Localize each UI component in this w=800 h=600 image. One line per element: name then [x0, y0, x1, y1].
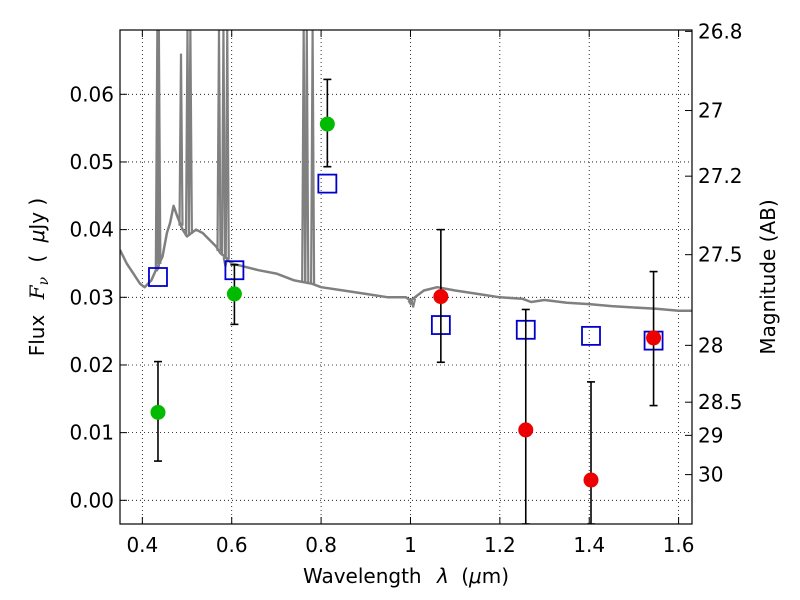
spectrum-line [120, 204, 692, 313]
x-tick-label: 1.6 [663, 533, 695, 557]
plot-content [120, 30, 692, 524]
y-tick-label: 0.04 [69, 218, 114, 242]
emission-line-spike [220, 30, 227, 256]
observed-point-green [319, 116, 335, 132]
y2-tick-label: 30 [698, 463, 723, 487]
y-tick-label: 0.03 [69, 285, 114, 309]
emission-line-spike [187, 30, 193, 234]
grid-lines [120, 30, 692, 524]
x-tick-label: 0.6 [216, 533, 248, 557]
observed-point-red [646, 330, 662, 346]
x-axis-label-text: Wavelength [303, 564, 422, 588]
y-axis-label-text: Flux [25, 315, 49, 357]
y-tick-label: 0.05 [69, 150, 114, 174]
y-tick-label: 0.06 [69, 82, 114, 106]
observed-point-green [226, 286, 242, 302]
emission-line-spike [301, 30, 307, 283]
y-tick-label: 0.01 [69, 421, 114, 445]
emission-line-spike [156, 30, 162, 264]
model-point-square [317, 173, 338, 194]
y2-tick-label: 29 [698, 423, 723, 447]
x-axis-symbol: λ [436, 564, 449, 588]
x-tick-label: 1 [404, 533, 417, 557]
axis-ticks: 0.4 0.6 0.8 1 1.2 1.4 1.6 0.00 0.01 0.02 0.03 0.04 0… [69, 19, 742, 557]
error-bars-layer [153, 78, 658, 524]
plot-frame [119, 29, 693, 525]
emission-line-spike [310, 30, 316, 284]
x-tick-label: 1.2 [484, 533, 516, 557]
y2-tick-label: 27.5 [698, 243, 743, 267]
x-tick-label: 0.4 [126, 533, 158, 557]
x-axis-label: Wavelength λ (μm) [303, 564, 509, 588]
emission-line-spike [178, 53, 184, 226]
y-axis-unit-rest: Jy ) [25, 198, 49, 232]
x-axis-unit-open: ( [461, 564, 469, 588]
x-axis-unit-rest: m) [482, 564, 509, 588]
observed-point-red [583, 472, 599, 488]
emission-line-spike [216, 30, 222, 251]
y2-tick-label: 28 [698, 333, 723, 357]
emission-line-spike [304, 30, 310, 283]
y-axis-symbol: F [25, 284, 49, 300]
x-tick-label: 1.4 [573, 533, 605, 557]
emission-line-spike [224, 30, 230, 259]
y-axis-symbol-sub: ν [36, 276, 52, 285]
y-tick-label: 0.02 [69, 353, 114, 377]
y-tick-label: 0.00 [69, 488, 114, 512]
observed-point-red [433, 289, 449, 305]
model-point-square [148, 267, 168, 287]
observed-points-layer [150, 116, 662, 488]
observed-point-green [150, 404, 166, 420]
model-point-square [581, 325, 601, 346]
y2-axis-label: Magnitude (AB) [756, 199, 780, 354]
y2-tick-label: 27 [698, 99, 723, 123]
y2-tick-label: 26.8 [698, 19, 743, 43]
x-axis-unit-mu: μ [468, 564, 482, 588]
spectrum-layer [120, 30, 692, 313]
y-axis-label: Flux Fν ( μJy ) [25, 198, 53, 357]
absorption-line-dip [410, 298, 417, 308]
y2-tick-label: 28.5 [698, 390, 743, 414]
observed-point-red [518, 422, 534, 438]
y2-tick-label: 27.2 [698, 164, 743, 188]
y-axis-unit-mu: μ [25, 230, 49, 244]
x-tick-label: 0.8 [305, 533, 337, 557]
y-axis-unit-open: ( [25, 255, 49, 263]
